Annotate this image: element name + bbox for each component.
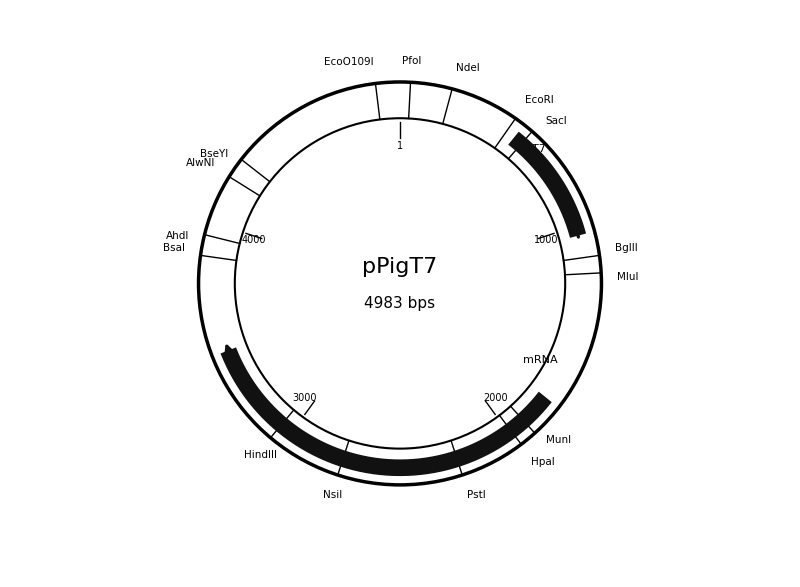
Text: 4000: 4000 (242, 235, 266, 245)
Text: 1: 1 (397, 141, 403, 151)
Text: BglII: BglII (615, 243, 638, 253)
Text: BsaI: BsaI (162, 243, 185, 253)
Text: NdeI: NdeI (456, 63, 480, 73)
Text: HpaI: HpaI (531, 457, 554, 467)
Text: AlwNI: AlwNI (186, 158, 215, 168)
Text: AhdI: AhdI (166, 231, 189, 241)
Text: 4983 bps: 4983 bps (365, 296, 435, 311)
Text: 1000: 1000 (534, 235, 558, 245)
Text: MunI: MunI (546, 435, 570, 445)
Text: PfoI: PfoI (402, 56, 421, 66)
Text: 2000: 2000 (483, 393, 507, 403)
Text: PstI: PstI (467, 490, 486, 500)
Text: MluI: MluI (618, 272, 638, 282)
Text: NsiI: NsiI (323, 490, 342, 500)
Text: 3000: 3000 (293, 393, 317, 403)
Text: EcoO109I: EcoO109I (324, 58, 374, 68)
Text: pPigT7: pPigT7 (362, 257, 438, 277)
Text: EcoRI: EcoRI (525, 95, 554, 105)
Text: T7: T7 (532, 144, 546, 154)
Text: HindIII: HindIII (244, 450, 277, 460)
Text: SacI: SacI (546, 116, 567, 126)
Text: BseYI: BseYI (200, 150, 229, 160)
Text: mRNA: mRNA (523, 355, 558, 365)
